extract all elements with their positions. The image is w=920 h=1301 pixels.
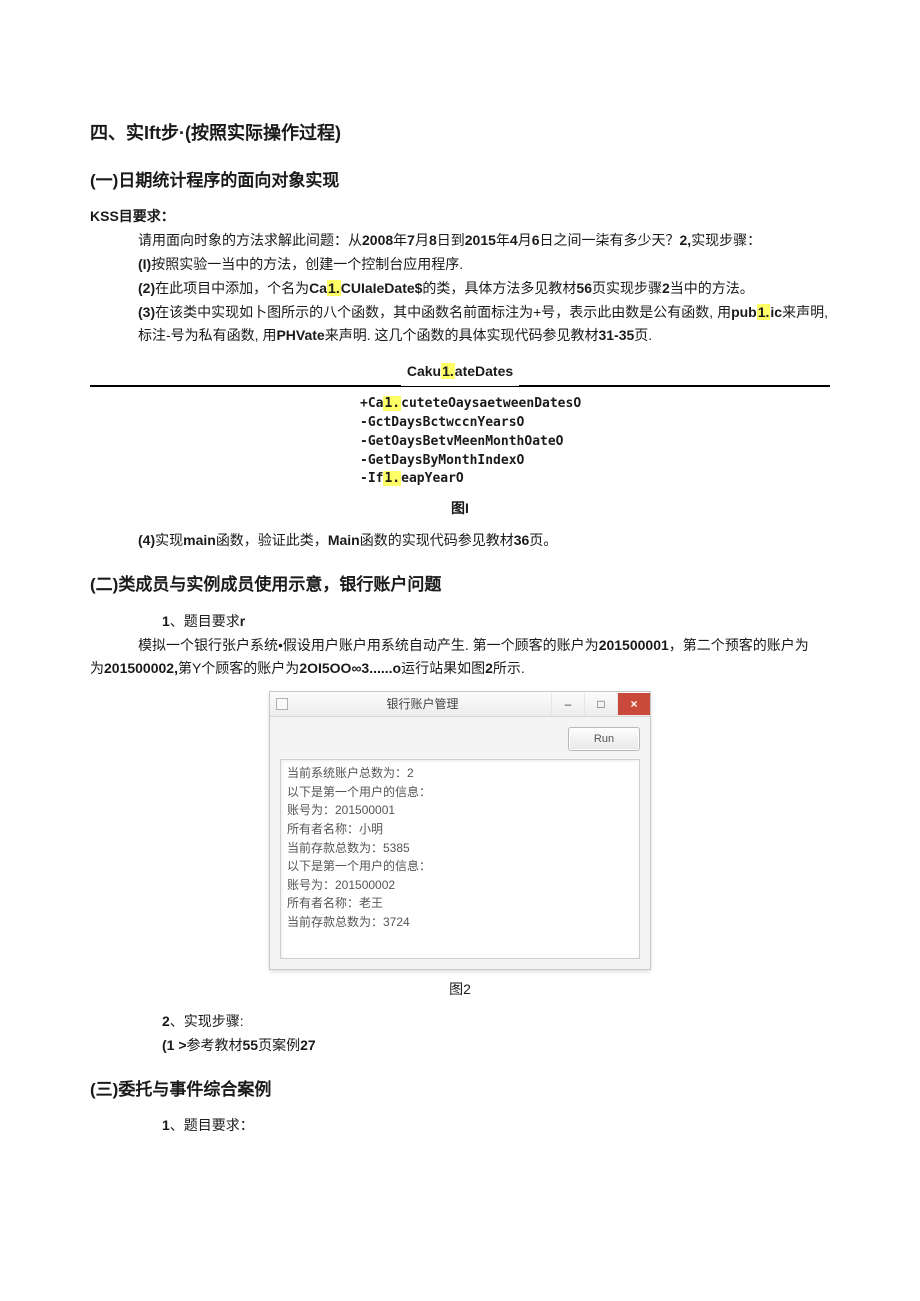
output-line: 账号为：201500001 — [287, 801, 633, 820]
part3-req: 1、题目要求： — [114, 1114, 830, 1138]
class-method: +Ca1.cuteteOaysaetweenDatesO — [360, 395, 830, 414]
titlebar: 银行账户管理 – □ × — [270, 692, 650, 717]
output-line: 所有者名称：老王 — [287, 894, 633, 913]
class-method: -GetOaysBetvMeenMonthOateO — [360, 433, 830, 452]
bank-app-window: 银行账户管理 – □ × Run 当前系统账户总数为：2以下是第一个用户的信息：… — [269, 691, 651, 970]
part1-step2: (2)在此项目中添加，个名为Ca1.CUIaIeDate$的类，具体方法多见教材… — [90, 277, 830, 301]
window-title: 银行账户管理 — [294, 694, 551, 714]
output-line: 所有者名称：小明 — [287, 820, 633, 839]
part1-step4: (4)实现main函数，验证此类，Main函数的实现代码参见教材36页。 — [90, 529, 830, 553]
output-textbox[interactable]: 当前系统账户总数为：2以下是第一个用户的信息：账号为：201500001所有者名… — [280, 759, 640, 959]
part2-steps: 2、实现步骤: — [114, 1010, 830, 1034]
maximize-button[interactable]: □ — [584, 693, 617, 715]
output-line: 以下是第一个用户的信息： — [287, 857, 633, 876]
part3-heading: (三)委托与事件综合案例 — [90, 1076, 830, 1105]
part2-heading: (二)类成员与实例成员使用示意，银行账户问题 — [90, 571, 830, 600]
part1-step3: (3)在该类中实现如卜图所示的八个函数，其中函数名前面标注为+号，表示此由数是公… — [90, 301, 830, 349]
part1-intro: 请用面向时象的方法求解此间题：从2008年7月8日到2015年4月6日之间一柒有… — [90, 229, 830, 253]
part2-step1: (1 >参考教材55页案例27 — [114, 1034, 830, 1058]
close-button[interactable]: × — [617, 693, 650, 715]
output-line: 当前存款总数为：3724 — [287, 913, 633, 932]
minimize-button[interactable]: – — [551, 693, 584, 715]
output-line: 当前存款总数为：5385 — [287, 839, 633, 858]
output-line: 以下是第一个用户的信息： — [287, 783, 633, 802]
run-button[interactable]: Run — [568, 727, 640, 751]
output-line: 账号为：201500002 — [287, 876, 633, 895]
figure-2-caption: 图2 — [90, 978, 830, 1002]
part2-req: 1、题目要求r — [114, 610, 830, 634]
figure-1-caption: 图I — [90, 497, 830, 521]
class-diagram: Caku1.ateDates +Ca1.cuteteOaysaetweenDat… — [90, 360, 830, 489]
section-4-title: 四、实Ift步·(按照实际操作过程) — [90, 118, 830, 149]
class-method: -GctDaysBctwccnYearsO — [360, 414, 830, 433]
class-method: -GetDaysByMonthIndexO — [360, 452, 830, 471]
part1-step1: (I)按照实验一当中的方法，创建一个控制台应用程序. — [90, 253, 830, 277]
output-line: 当前系统账户总数为：2 — [287, 764, 633, 783]
part2-desc-line2: 为201500002,第Y个顾客的账户为2OI5OO∞3......o运行站果如… — [90, 657, 830, 681]
part2-desc: 模拟一个银行张户系统•假设用户账户用系统自动产生. 第一个顾客的账户为20150… — [90, 634, 830, 658]
kss-label: KSS目要求： — [90, 208, 175, 224]
class-method: -If1.eapYearO — [360, 470, 830, 489]
part1-heading: (一)日期统计程序的面向对象实现 — [90, 167, 830, 196]
app-icon — [276, 698, 288, 710]
